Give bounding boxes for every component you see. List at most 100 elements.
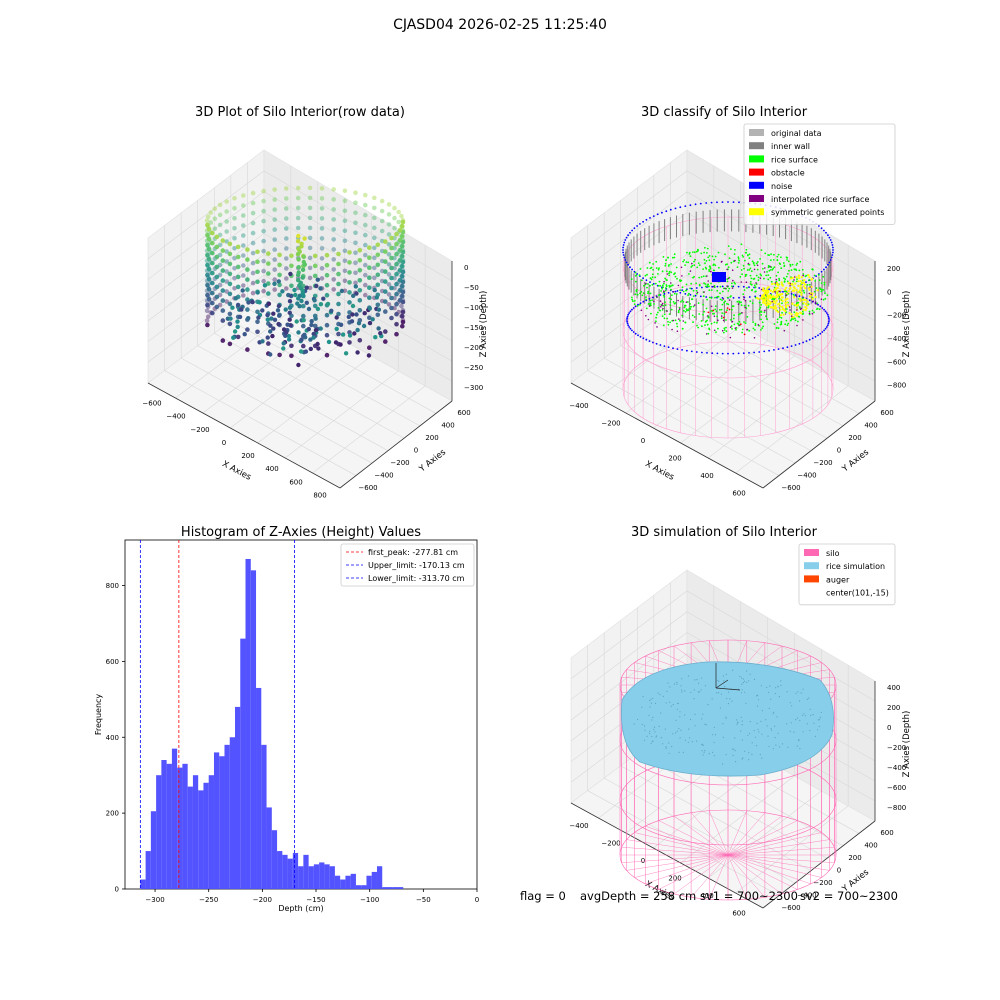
data-point — [281, 341, 286, 346]
rice-simulation-point — [724, 685, 726, 688]
interpolated-point — [747, 262, 750, 265]
noise-point — [639, 223, 641, 225]
silo-spoke — [634, 832, 729, 856]
rice-surface-point — [752, 261, 755, 264]
interpolated-point — [788, 306, 791, 308]
data-point — [363, 292, 368, 298]
rice-surface-point — [658, 294, 661, 296]
x-tick-label: −200 — [601, 839, 620, 847]
rice-simulation-point — [652, 697, 654, 699]
symmetric-point — [792, 286, 795, 289]
noise-point — [721, 352, 724, 355]
rice-simulation-point — [662, 743, 664, 745]
data-point — [396, 219, 402, 225]
rice-surface-point — [760, 329, 762, 331]
rice-surface-point — [753, 284, 756, 287]
rice-simulation-point — [766, 725, 768, 727]
grid-line — [603, 777, 796, 884]
rice-surface-point — [782, 262, 785, 264]
data-point — [339, 288, 345, 294]
rice-simulation-point — [799, 747, 801, 750]
symmetric-point — [779, 305, 782, 308]
symmetric-point — [781, 299, 784, 303]
rice-simulation-point — [748, 759, 750, 761]
rice-surface-point — [771, 298, 774, 301]
noise-cluster — [712, 272, 726, 282]
interpolated-point — [682, 320, 685, 322]
rice-surface-point — [820, 282, 823, 284]
rice-surface-point — [689, 303, 691, 305]
rice-surface-point — [662, 294, 665, 297]
data-point — [400, 273, 405, 279]
data-point — [241, 203, 246, 208]
rice-surface-point — [635, 274, 638, 277]
rice-surface-point — [704, 285, 707, 288]
rice-surface-point — [733, 323, 736, 326]
status-sv2: sv2 = 700~2300 — [800, 889, 898, 903]
data-point — [214, 294, 220, 300]
rice-surface-point — [789, 263, 792, 266]
noise-point — [825, 231, 827, 234]
noise-point — [652, 341, 654, 344]
rice-simulation-point — [637, 718, 639, 721]
symmetric-point — [797, 280, 800, 283]
rice-simulation-point — [705, 724, 707, 726]
rice-surface-point — [733, 253, 736, 256]
data-point — [205, 292, 210, 298]
rice-surface-point — [720, 308, 723, 311]
data-point — [212, 226, 218, 231]
data-point — [307, 195, 313, 201]
interpolated-point — [654, 322, 656, 324]
rice-simulation-point — [760, 720, 762, 723]
rice-simulation-point — [701, 750, 703, 752]
rice-surface-point — [794, 317, 796, 320]
rice-surface-point — [681, 314, 684, 317]
rice-surface-point — [649, 302, 652, 305]
obstacle-point — [726, 307, 729, 309]
rice-surface-point — [785, 290, 788, 293]
rice-surface-point — [677, 311, 680, 314]
data-point — [372, 275, 377, 281]
rice-simulation-point — [669, 701, 671, 703]
rice-simulation-point — [687, 741, 689, 744]
data-point — [389, 285, 394, 291]
silo-spoke — [727, 854, 830, 871]
data-point — [272, 257, 278, 262]
noise-point — [652, 215, 655, 218]
rice-surface-point — [696, 292, 698, 295]
noise-point — [768, 288, 770, 291]
rice-surface-point — [702, 313, 704, 316]
noise-point — [699, 202, 702, 205]
data-point — [235, 284, 241, 290]
rice-surface-point — [802, 297, 804, 300]
rice-simulation-point — [693, 698, 695, 700]
rice-surface-point — [684, 321, 687, 324]
data-point — [370, 317, 375, 322]
rice-simulation-point — [742, 682, 745, 684]
noise-point — [817, 303, 819, 306]
symmetric-point — [795, 276, 798, 279]
rice-surface-point — [642, 292, 645, 295]
data-point — [375, 262, 381, 268]
rice-simulation-point — [818, 719, 821, 721]
rice-surface-point — [678, 306, 681, 309]
data-point — [379, 218, 385, 224]
histogram-bar — [161, 760, 167, 889]
rice-surface-point — [823, 281, 826, 284]
noise-point — [782, 290, 784, 293]
data-point — [353, 284, 358, 289]
symmetric-point — [784, 299, 787, 302]
data-point — [272, 187, 278, 192]
noise-point — [831, 244, 834, 246]
symmetric-point — [804, 287, 807, 290]
noise-point — [629, 266, 631, 269]
data-point — [375, 242, 381, 248]
rice-simulation-point — [748, 752, 750, 754]
rice-surface-point — [638, 274, 641, 277]
rice-surface-point — [643, 284, 645, 287]
interpolated-point — [737, 303, 740, 306]
noise-point — [732, 352, 735, 355]
rice-surface-point — [803, 291, 806, 294]
data-point — [307, 185, 313, 191]
data-point — [224, 269, 229, 274]
